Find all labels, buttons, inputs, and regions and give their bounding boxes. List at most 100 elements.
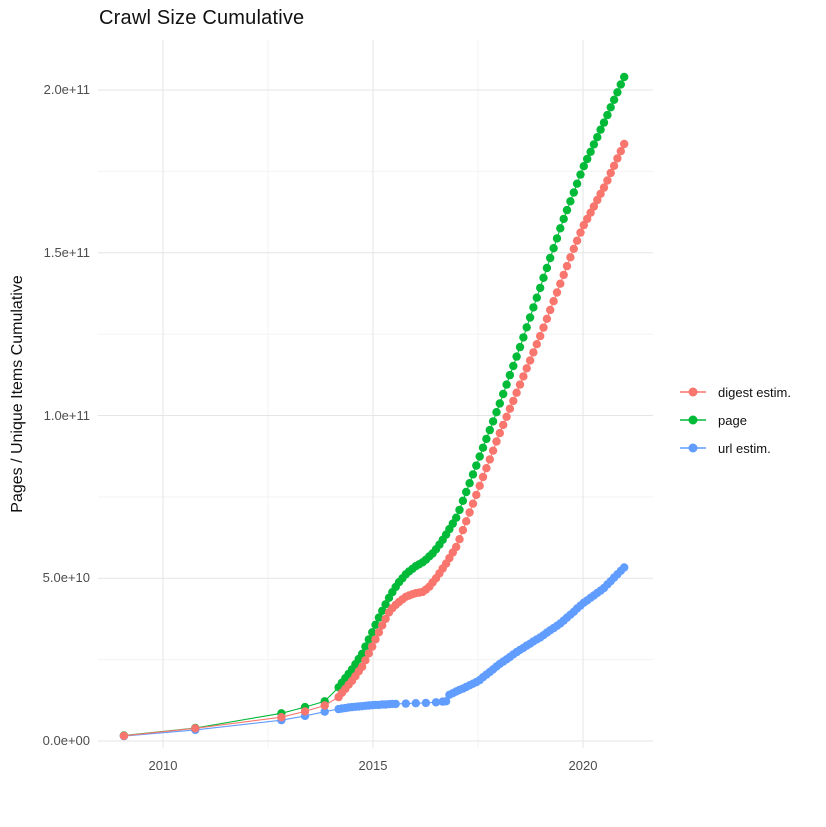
data-point (485, 455, 494, 464)
data-point (465, 479, 474, 488)
data-point (616, 147, 625, 156)
data-point (482, 434, 491, 444)
data-point (472, 490, 481, 500)
data-point (522, 364, 531, 373)
chart-title: Crawl Size Cumulative (99, 7, 305, 29)
data-point (374, 628, 384, 637)
data-point (502, 412, 511, 421)
data-point (522, 323, 531, 332)
data-point (546, 253, 555, 263)
data-point (468, 499, 478, 508)
data-point (364, 635, 373, 644)
data-point (589, 202, 599, 211)
data-point (478, 443, 488, 452)
data-point (441, 697, 451, 706)
data-point (357, 649, 367, 658)
x-tick-label: 2020 (568, 758, 598, 773)
data-point (515, 380, 525, 389)
data-point (458, 525, 468, 535)
data-point (529, 348, 538, 357)
data-point (542, 263, 552, 273)
data-point (455, 505, 464, 515)
legend-label: page (718, 412, 747, 428)
data-point (556, 224, 565, 233)
data-point (502, 380, 511, 389)
data-point (559, 214, 568, 224)
legend-label: digest estim. (718, 384, 791, 400)
data-point (378, 606, 387, 615)
series-line-url-estim- (123, 567, 625, 737)
data-point (492, 408, 501, 417)
data-point (119, 731, 129, 740)
data-point (378, 621, 387, 630)
data-point (371, 620, 380, 629)
data-point (596, 125, 605, 134)
y-tick-label: 1.5e+11 (43, 244, 90, 260)
data-point (552, 234, 562, 243)
data-point (381, 614, 390, 624)
data-point (455, 535, 464, 544)
data-point (525, 356, 535, 365)
data-point (532, 340, 541, 349)
data-point (411, 699, 420, 708)
data-point (361, 642, 370, 651)
legend-label: url estim. (718, 440, 771, 456)
data-point (606, 168, 615, 178)
data-point (401, 699, 410, 708)
data-point (482, 464, 491, 473)
data-point (462, 487, 471, 497)
legend-key-icon (680, 415, 706, 425)
data-point (576, 228, 585, 237)
data-point (620, 563, 629, 572)
data-point (562, 205, 572, 215)
data-point (529, 303, 538, 312)
data-point (569, 244, 578, 253)
data-point (371, 635, 380, 644)
data-point (593, 195, 602, 205)
data-point (515, 342, 525, 352)
data-point (606, 103, 615, 112)
legend-key-icon (680, 443, 706, 453)
data-point (539, 273, 548, 282)
data-point (505, 370, 515, 380)
data-point (391, 699, 400, 709)
data-point (277, 713, 286, 722)
data-point (616, 80, 625, 89)
data-point (499, 389, 508, 399)
data-point (620, 72, 629, 82)
data-point (465, 508, 474, 517)
data-point (536, 331, 545, 341)
data-point (364, 649, 373, 658)
data-point (546, 305, 555, 315)
y-tick-label: 1.0e+11 (43, 407, 90, 423)
data-point (609, 161, 619, 170)
y-axis-title: Pages / Unique Items Cumulative (9, 275, 26, 513)
data-point (492, 437, 501, 446)
data-point (361, 656, 370, 665)
data-point (509, 361, 518, 371)
data-point (495, 399, 504, 408)
data-point (472, 461, 481, 470)
data-point (519, 372, 528, 381)
data-point (368, 628, 377, 637)
data-point (586, 147, 595, 156)
data-point (552, 288, 562, 297)
x-tick-label: 2015 (358, 758, 388, 773)
data-point (462, 517, 471, 526)
data-point (572, 236, 582, 245)
data-point (320, 707, 329, 716)
data-point (583, 154, 592, 164)
data-point (603, 110, 612, 120)
data-point (374, 613, 384, 622)
data-point (586, 208, 595, 217)
data-point (475, 481, 484, 490)
data-point (562, 261, 572, 271)
data-point (613, 88, 622, 97)
y-tick-label: 5.0e+10 (42, 570, 90, 586)
data-point (478, 472, 488, 482)
data-point (603, 176, 612, 185)
data-point (579, 220, 588, 230)
data-point (468, 470, 478, 479)
